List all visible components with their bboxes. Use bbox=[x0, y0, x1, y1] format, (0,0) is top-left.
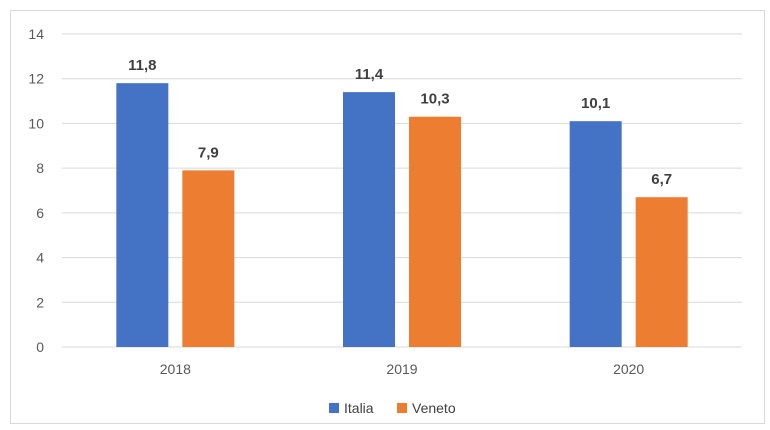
bar-italia-2019 bbox=[343, 92, 395, 347]
bar-veneto-2019 bbox=[409, 116, 461, 347]
legend: Italia Veneto bbox=[329, 400, 456, 416]
data-label-veneto-2018: 7,9 bbox=[198, 144, 219, 161]
y-tick-label: 2 bbox=[36, 294, 44, 310]
y-tick-label: 0 bbox=[36, 339, 44, 355]
data-label-italia-2019: 11,4 bbox=[355, 66, 384, 83]
y-tick-label: 14 bbox=[28, 26, 44, 42]
bar-italia-2018 bbox=[116, 83, 169, 347]
data-label-italia-2018: 11,8 bbox=[128, 57, 156, 74]
x-axis: 2018 2019 2020 bbox=[160, 361, 645, 377]
x-tick-label-2018: 2018 bbox=[160, 361, 191, 377]
x-tick-label-2020: 2020 bbox=[613, 361, 644, 377]
data-label-veneto-2019: 10,3 bbox=[420, 91, 449, 108]
data-labels: 11,8 7,9 11,4 10,3 10,1 6,7 bbox=[128, 57, 672, 188]
bar-veneto-2020 bbox=[635, 197, 688, 347]
y-tick-label: 4 bbox=[36, 250, 44, 266]
x-tick-label-2019: 2019 bbox=[386, 361, 417, 377]
bar-veneto-2018 bbox=[182, 170, 235, 347]
data-label-veneto-2020: 6,7 bbox=[651, 171, 672, 188]
data-label-italia-2020: 10,1 bbox=[581, 95, 610, 112]
y-tick-label: 10 bbox=[28, 115, 44, 131]
legend-label-veneto: Veneto bbox=[412, 400, 456, 416]
legend-swatch-italia bbox=[329, 403, 339, 413]
y-tick-label: 8 bbox=[36, 160, 44, 176]
bar-italia-2020 bbox=[569, 121, 622, 347]
y-tick-label: 6 bbox=[36, 205, 44, 221]
legend-swatch-veneto bbox=[397, 403, 407, 413]
y-axis: 0 2 4 6 8 10 12 14 bbox=[28, 26, 44, 355]
bars bbox=[116, 83, 688, 347]
legend-label-italia: Italia bbox=[344, 400, 374, 416]
gridlines bbox=[62, 33, 742, 348]
y-tick-label: 12 bbox=[28, 71, 44, 87]
